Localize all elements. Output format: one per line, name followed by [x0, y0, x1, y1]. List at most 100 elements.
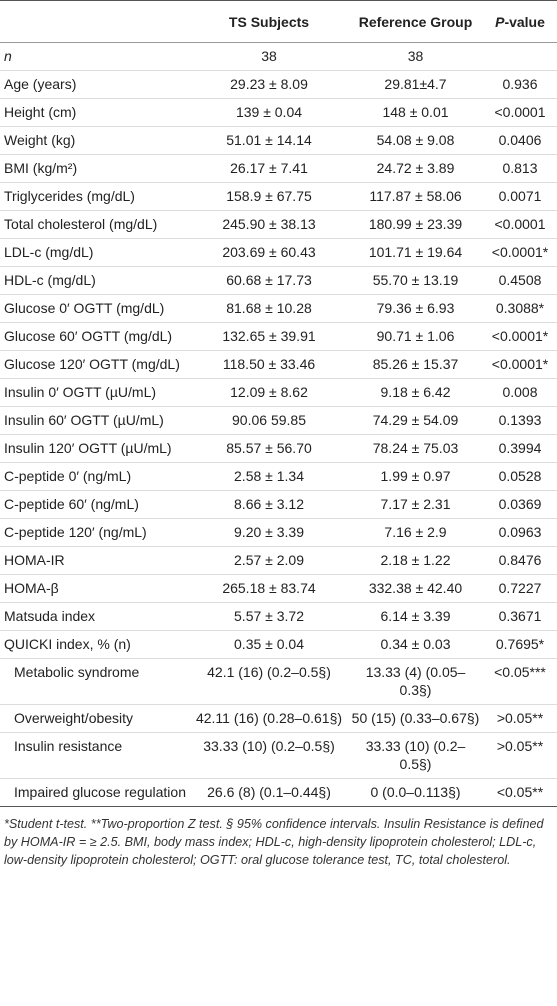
value-cell: 33.33 (10) (0.2–0.5§) [190, 732, 348, 779]
value-cell: 38 [190, 42, 348, 71]
table-row: Insulin 60′ OGTT (µU/mL) 90.06 59.85 74.29… [0, 406, 557, 435]
value-cell: 132.65 ± 39.91 [190, 322, 348, 351]
value-cell: <0.05** [483, 778, 557, 807]
header-cell [0, 0, 190, 43]
value-cell: <0.05*** [483, 658, 557, 705]
value-cell: 7.16 ± 2.9 [348, 518, 483, 547]
value-cell: 0.008 [483, 378, 557, 407]
value-cell: 0.0963 [483, 518, 557, 547]
row-label: C-peptide 60′ (ng/mL) [0, 490, 190, 519]
value-cell: >0.05** [483, 704, 557, 733]
value-cell: <0.0001* [483, 238, 557, 267]
value-cell: 0.0406 [483, 126, 557, 155]
row-label: Insulin 60′ OGTT (µU/mL) [0, 406, 190, 435]
row-label: Insulin 0′ OGTT (µU/mL) [0, 378, 190, 407]
value-cell: 5.57 ± 3.72 [190, 602, 348, 631]
row-label: QUICKI index, % (n) [0, 630, 190, 659]
value-cell: 81.68 ± 10.28 [190, 294, 348, 323]
table-row: HOMA-IR 2.57 ± 2.09 2.18 ± 1.22 0.8476 [0, 546, 557, 575]
row-label: C-peptide 120′ (ng/mL) [0, 518, 190, 547]
row-label: HOMA-β [0, 574, 190, 603]
value-cell: 101.71 ± 19.64 [348, 238, 483, 267]
table-row: Glucose 120′ OGTT (mg/dL) 118.50 ± 33.46 8… [0, 350, 557, 379]
value-cell: 0.3671 [483, 602, 557, 631]
table-row: C-peptide 120′ (ng/mL) 9.20 ± 3.39 7.16 ± … [0, 518, 557, 547]
value-cell: 54.08 ± 9.08 [348, 126, 483, 155]
value-cell: 29.81±4.7 [348, 70, 483, 99]
value-cell: 38 [348, 42, 483, 71]
header-row: TS Subjects Reference Group P-value [0, 0, 557, 43]
value-cell: 29.23 ± 8.09 [190, 70, 348, 99]
header-cell: Reference Group [348, 0, 483, 43]
row-label: n [0, 42, 190, 71]
value-cell: 245.90 ± 38.13 [190, 210, 348, 239]
table-row: LDL-c (mg/dL) 203.69 ± 60.43 101.71 ± 19.6… [0, 238, 557, 267]
table-row: BMI (kg/m²) 26.17 ± 7.41 24.72 ± 3.89 0.813 [0, 154, 557, 183]
value-cell: 7.17 ± 2.31 [348, 490, 483, 519]
value-cell: 2.58 ± 1.34 [190, 462, 348, 491]
value-cell: <0.0001* [483, 350, 557, 379]
value-cell: 79.36 ± 6.93 [348, 294, 483, 323]
table-row: Triglycerides (mg/dL) 158.9 ± 67.75 117.87… [0, 182, 557, 211]
row-label: Age (years) [0, 70, 190, 99]
value-cell: 332.38 ± 42.40 [348, 574, 483, 603]
value-cell: 0.1393 [483, 406, 557, 435]
row-label: Metabolic syndrome [0, 658, 190, 705]
value-cell: 26.6 (8) (0.1–0.44§) [190, 778, 348, 807]
value-cell: 0.4508 [483, 266, 557, 295]
header-cell: P-value [483, 0, 557, 43]
table-body: n 38 38 Age (years) 29.23 ± 8.09 29.81±4.7 0.9… [0, 42, 557, 807]
table-header: TS Subjects Reference Group P-value [0, 0, 557, 43]
row-label: Height (cm) [0, 98, 190, 127]
header-text: P-value [495, 13, 545, 30]
value-cell: 158.9 ± 67.75 [190, 182, 348, 211]
value-cell: 55.70 ± 13.19 [348, 266, 483, 295]
value-cell: <0.0001 [483, 210, 557, 239]
table-row: C-peptide 0′ (ng/mL) 2.58 ± 1.34 1.99 ± 0.… [0, 462, 557, 491]
value-cell: 60.68 ± 17.73 [190, 266, 348, 295]
row-label: Matsuda index [0, 602, 190, 631]
row-label: HOMA-IR [0, 546, 190, 575]
row-label: Glucose 0′ OGTT (mg/dL) [0, 294, 190, 323]
row-label: Triglycerides (mg/dL) [0, 182, 190, 211]
value-cell [483, 42, 557, 71]
table-row: QUICKI index, % (n) 0.35 ± 0.04 0.34 ± 0.0… [0, 630, 557, 659]
value-cell: 26.17 ± 7.41 [190, 154, 348, 183]
value-cell: 2.18 ± 1.22 [348, 546, 483, 575]
table-subrow: Insulin resistance 33.33 (10) (0.2–0.5§) 3… [0, 732, 557, 779]
value-cell: 0.0369 [483, 490, 557, 519]
value-cell: 0.3994 [483, 434, 557, 463]
value-cell: 42.11 (16) (0.28–0.61§) [190, 704, 348, 733]
table-row: Matsuda index 5.57 ± 3.72 6.14 ± 3.39 0.367… [0, 602, 557, 631]
table-row: Height (cm) 139 ± 0.04 148 ± 0.01 <0.0001 [0, 98, 557, 127]
row-label: Glucose 120′ OGTT (mg/dL) [0, 350, 190, 379]
table-row: Weight (kg) 51.01 ± 14.14 54.08 ± 9.08 0.04… [0, 126, 557, 155]
value-cell: 203.69 ± 60.43 [190, 238, 348, 267]
value-cell: 139 ± 0.04 [190, 98, 348, 127]
table-subrow: Metabolic syndrome 42.1 (16) (0.2–0.5§) 13… [0, 658, 557, 705]
value-cell: 85.57 ± 56.70 [190, 434, 348, 463]
table-row: Total cholesterol (mg/dL) 245.90 ± 38.13 1… [0, 210, 557, 239]
value-cell: 0.3088* [483, 294, 557, 323]
header-cell: TS Subjects [190, 0, 348, 43]
value-cell: 8.66 ± 3.12 [190, 490, 348, 519]
value-cell: 0.35 ± 0.04 [190, 630, 348, 659]
value-cell: 1.99 ± 0.97 [348, 462, 483, 491]
value-cell: 0.34 ± 0.03 [348, 630, 483, 659]
value-cell: 117.87 ± 58.06 [348, 182, 483, 211]
value-cell: 2.57 ± 2.09 [190, 546, 348, 575]
value-cell: 24.72 ± 3.89 [348, 154, 483, 183]
data-table: TS Subjects Reference Group P-value n 38 3… [0, 0, 557, 807]
table-row: Age (years) 29.23 ± 8.09 29.81±4.7 0.936 [0, 70, 557, 99]
row-label: Impaired glucose regulation [0, 778, 190, 807]
value-cell: 50 (15) (0.33–0.67§) [348, 704, 483, 733]
row-label: LDL-c (mg/dL) [0, 238, 190, 267]
value-cell: 6.14 ± 3.39 [348, 602, 483, 631]
value-cell: 78.24 ± 75.03 [348, 434, 483, 463]
table-row: HDL-c (mg/dL) 60.68 ± 17.73 55.70 ± 13.19 0… [0, 266, 557, 295]
value-cell: 180.99 ± 23.39 [348, 210, 483, 239]
table-row: Insulin 0′ OGTT (µU/mL) 12.09 ± 8.62 9.18 … [0, 378, 557, 407]
table-row: Glucose 60′ OGTT (mg/dL) 132.65 ± 39.91 90… [0, 322, 557, 351]
value-cell: 9.18 ± 6.42 [348, 378, 483, 407]
value-cell: 13.33 (4) (0.05–0.3§) [348, 658, 483, 705]
